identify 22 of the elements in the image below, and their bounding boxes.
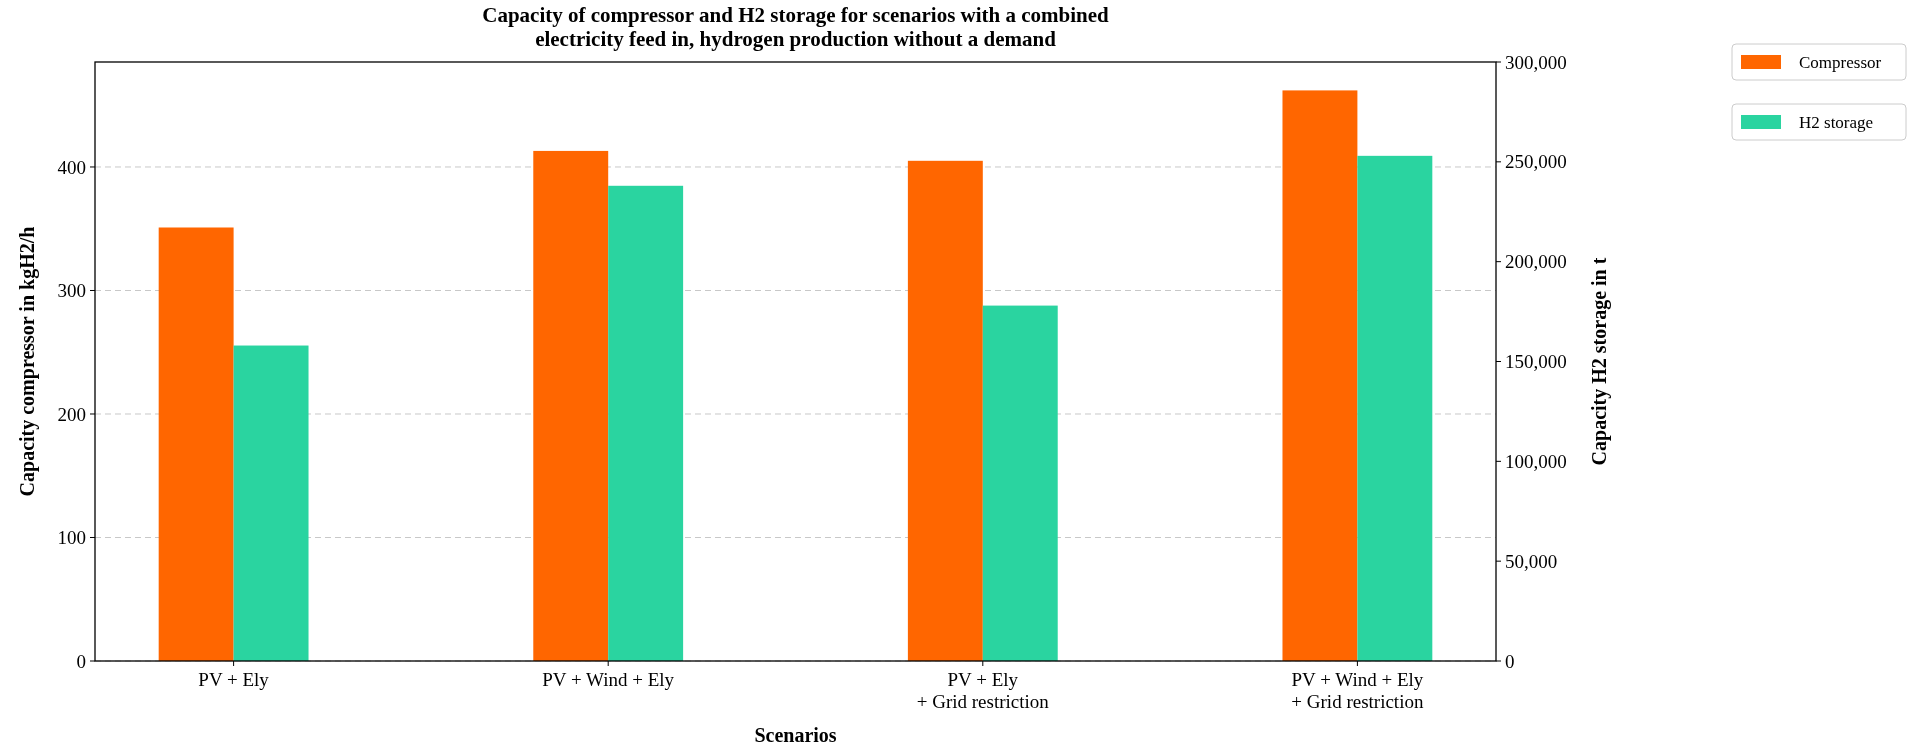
legend-label: Compressor — [1799, 52, 1882, 72]
x-tick-label: PV + Ely — [198, 669, 270, 690]
y2-axis-title: Capacity H2 storage in t — [1588, 257, 1611, 466]
y-tick-label: 400 — [57, 156, 86, 178]
y-tick-label: 100 — [57, 527, 86, 549]
y-tick-label: 0 — [76, 650, 86, 672]
y2-tick-label: 300,000 — [1505, 51, 1567, 73]
y-axis-title: Capacity compressor in kgH2/h — [16, 226, 39, 497]
y2-tick-label: 100,000 — [1505, 450, 1567, 472]
y-tick-label: 300 — [57, 280, 86, 302]
y2-tick-label: 250,000 — [1505, 151, 1567, 173]
chart-title: Capacity of compressor and H2 storage for scenarios with a combined electricity feed in, hydrogen production without a demand — [482, 3, 1110, 51]
y2-tick-label: 200,000 — [1505, 251, 1567, 273]
x-tick-label: PV + Ely + Grid restriction — [916, 669, 1050, 712]
y2-tick-label: 50,000 — [1505, 550, 1558, 572]
x-tick-label: PV + Wind + Ely — [542, 669, 675, 690]
x-axis-title: Scenarios — [754, 724, 837, 746]
y-tick-label: 200 — [57, 403, 86, 425]
y2-tick-label: 150,000 — [1505, 351, 1567, 373]
y2-tick-label: 0 — [1505, 650, 1515, 672]
x-tick-label: PV + Wind + Ely + Grid restriction — [1291, 669, 1424, 712]
legend-label: H2 storage — [1799, 112, 1874, 132]
